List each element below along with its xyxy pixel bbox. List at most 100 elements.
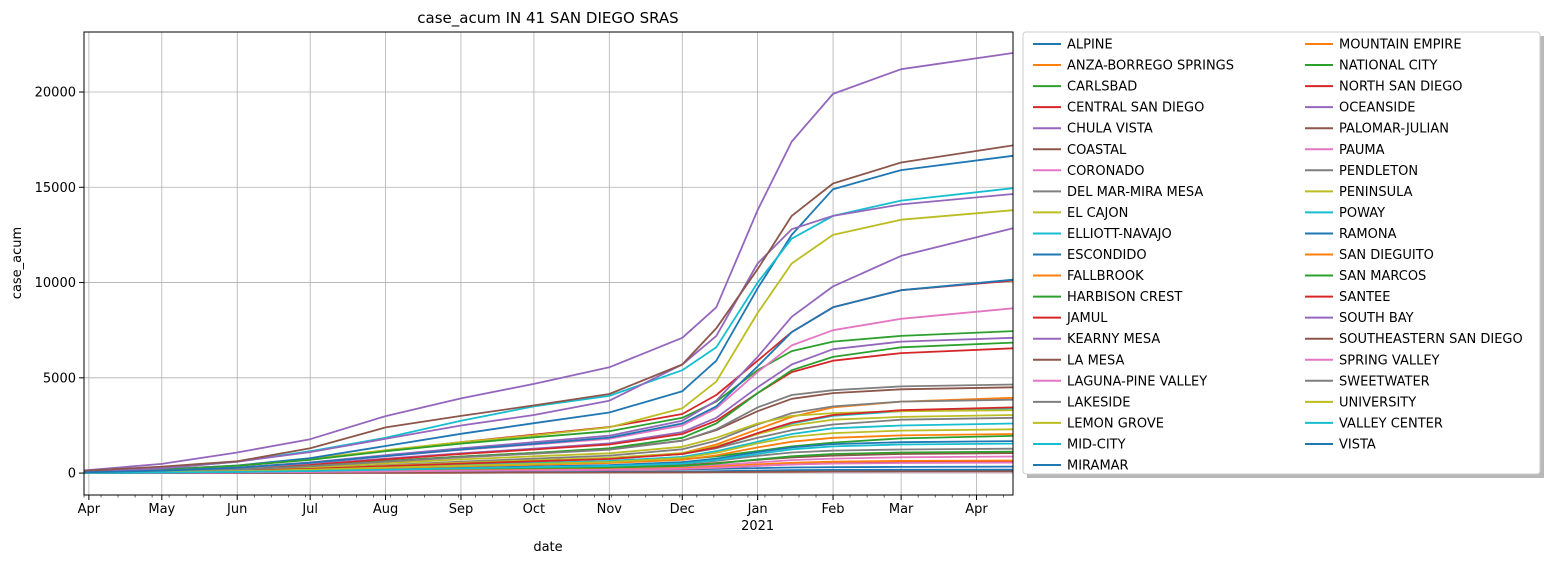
legend-label: CORONADO bbox=[1067, 164, 1144, 179]
legend-label: FALLBROOK bbox=[1067, 269, 1144, 284]
legend-label: POWAY bbox=[1339, 206, 1385, 221]
legend-entry: KEARNY MESA bbox=[1033, 332, 1160, 347]
series-line bbox=[83, 278, 1014, 474]
legend-entry: OCEANSIDE bbox=[1305, 101, 1415, 116]
legend-entry: PAUMA bbox=[1305, 143, 1385, 158]
legend-entry: SPRING VALLEY bbox=[1305, 353, 1440, 368]
y-tick-label: 0 bbox=[68, 467, 76, 482]
legend-label: MID-CITY bbox=[1067, 437, 1126, 452]
legend-entry: MID-CITY bbox=[1033, 437, 1126, 452]
legend-entry: COASTAL bbox=[1033, 143, 1127, 158]
x-tick-label: Jun bbox=[226, 502, 247, 517]
legend-label: PALOMAR-JULIAN bbox=[1339, 122, 1449, 137]
legend-box bbox=[1022, 31, 1541, 475]
y-axis: 0 5000 10000 15000 20000 bbox=[35, 86, 84, 482]
legend-label: LAKESIDE bbox=[1067, 395, 1130, 410]
x-tick-label: May bbox=[148, 502, 175, 517]
series-layer bbox=[83, 52, 1014, 475]
legend-label: SAN DIEGUITO bbox=[1339, 248, 1434, 263]
legend-entry: RAMONA bbox=[1305, 227, 1397, 242]
x-tick-label: Apr bbox=[965, 502, 988, 517]
legend-entry: SOUTH BAY bbox=[1305, 311, 1414, 326]
x-tick-label: Mar bbox=[889, 502, 914, 517]
legend-entry: LAGUNA-PINE VALLEY bbox=[1033, 374, 1207, 389]
legend-entry: UNIVERSITY bbox=[1305, 395, 1416, 410]
legend-items: ALPINE ANZA-BORREGO SPRINGS CARLSBAD CENTRA… bbox=[1033, 38, 1523, 474]
y-tick-label: 15000 bbox=[35, 181, 76, 196]
legend-label: VISTA bbox=[1339, 437, 1376, 452]
legend-entry: SOUTHEASTERN SAN DIEGO bbox=[1305, 332, 1523, 347]
x-tick-label: Feb bbox=[822, 502, 845, 517]
legend-label: PENINSULA bbox=[1339, 185, 1413, 200]
x-tick-label: Nov bbox=[597, 502, 623, 517]
legend-label: CENTRAL SAN DIEGO bbox=[1067, 101, 1204, 116]
legend-label: SOUTH BAY bbox=[1339, 311, 1414, 326]
legend-entry: POWAY bbox=[1305, 206, 1385, 221]
plot-frame bbox=[83, 31, 1014, 496]
legend-label: PENDLETON bbox=[1339, 164, 1418, 179]
legend-entry: SAN DIEGUITO bbox=[1305, 248, 1434, 263]
legend-label: KEARNY MESA bbox=[1067, 332, 1160, 347]
legend-label: EL CAJON bbox=[1067, 206, 1128, 221]
legend-label: RAMONA bbox=[1339, 227, 1397, 242]
legend-entry: MIRAMAR bbox=[1033, 459, 1129, 474]
series-line bbox=[83, 187, 1014, 473]
legend-label: DEL MAR-MIRA MESA bbox=[1067, 185, 1203, 200]
legend-entry: LEMON GROVE bbox=[1033, 416, 1164, 431]
legend-label: CARLSBAD bbox=[1067, 80, 1137, 95]
legend-label: LAGUNA-PINE VALLEY bbox=[1067, 374, 1207, 389]
series-line bbox=[83, 154, 1014, 473]
legend-entry: PENDLETON bbox=[1305, 164, 1418, 179]
legend-entry: ELLIOTT-NAVAJO bbox=[1033, 227, 1172, 242]
legend-label: SOUTHEASTERN SAN DIEGO bbox=[1339, 332, 1523, 347]
legend-label: VALLEY CENTER bbox=[1339, 416, 1443, 431]
legend: ALPINE ANZA-BORREGO SPRINGS CARLSBAD CENTRA… bbox=[1022, 31, 1544, 478]
legend-entry: LAKESIDE bbox=[1033, 395, 1130, 410]
legend-entry: SANTEE bbox=[1305, 290, 1390, 305]
y-axis-label: case_acum bbox=[10, 227, 25, 299]
legend-label: LEMON GROVE bbox=[1067, 416, 1164, 431]
grid-layer bbox=[84, 32, 1013, 495]
legend-label: ALPINE bbox=[1067, 38, 1113, 53]
legend-entry: VISTA bbox=[1305, 437, 1376, 452]
legend-entry: CENTRAL SAN DIEGO bbox=[1033, 101, 1204, 116]
legend-label: COASTAL bbox=[1067, 143, 1127, 158]
legend-entry: HARBISON CREST bbox=[1033, 290, 1182, 305]
legend-label: UNIVERSITY bbox=[1339, 395, 1416, 410]
legend-label: NATIONAL CITY bbox=[1339, 59, 1437, 74]
chart-title: case_acum IN 41 SAN DIEGO SRAS bbox=[417, 9, 678, 28]
legend-entry: SWEETWATER bbox=[1305, 374, 1430, 389]
legend-entry: CARLSBAD bbox=[1033, 80, 1137, 95]
legend-entry: NATIONAL CITY bbox=[1305, 59, 1437, 74]
legend-label: SWEETWATER bbox=[1339, 374, 1430, 389]
y-tick-label: 10000 bbox=[35, 276, 76, 291]
legend-label: SAN MARCOS bbox=[1339, 269, 1426, 284]
legend-label: HARBISON CREST bbox=[1067, 290, 1182, 305]
x-axis: Apr May Jun Jul Aug Sep Oct Nov Dec Jan 2021 Feb Mar… bbox=[78, 495, 1004, 534]
legend-label: OCEANSIDE bbox=[1339, 101, 1415, 116]
legend-label: ANZA-BORREGO SPRINGS bbox=[1067, 59, 1234, 74]
legend-label: ELLIOTT-NAVAJO bbox=[1067, 227, 1172, 242]
x-tick-label: Sep bbox=[449, 502, 474, 517]
series-line bbox=[83, 330, 1014, 474]
legend-entry: PENINSULA bbox=[1305, 185, 1413, 200]
legend-entry: MOUNTAIN EMPIRE bbox=[1305, 38, 1462, 53]
legend-entry: JAMUL bbox=[1033, 311, 1108, 326]
x-tick-label: Jul bbox=[301, 502, 318, 517]
legend-label: CHULA VISTA bbox=[1067, 122, 1153, 137]
legend-entry: ANZA-BORREGO SPRINGS bbox=[1033, 59, 1234, 74]
legend-entry: ESCONDIDO bbox=[1033, 248, 1147, 263]
y-tick-label: 20000 bbox=[35, 86, 76, 101]
x-tick-label: Dec bbox=[670, 502, 695, 517]
x-tick-year-label: 2021 bbox=[741, 519, 774, 534]
legend-label: SANTEE bbox=[1339, 290, 1390, 305]
legend-label: PAUMA bbox=[1339, 143, 1385, 158]
legend-entry: NORTH SAN DIEGO bbox=[1305, 80, 1463, 95]
legend-entry: DEL MAR-MIRA MESA bbox=[1033, 185, 1203, 200]
legend-entry: VALLEY CENTER bbox=[1305, 416, 1443, 431]
y-tick-label: 5000 bbox=[43, 371, 76, 386]
legend-entry: EL CAJON bbox=[1033, 206, 1128, 221]
legend-label: SPRING VALLEY bbox=[1339, 353, 1440, 368]
series-line bbox=[83, 193, 1014, 473]
